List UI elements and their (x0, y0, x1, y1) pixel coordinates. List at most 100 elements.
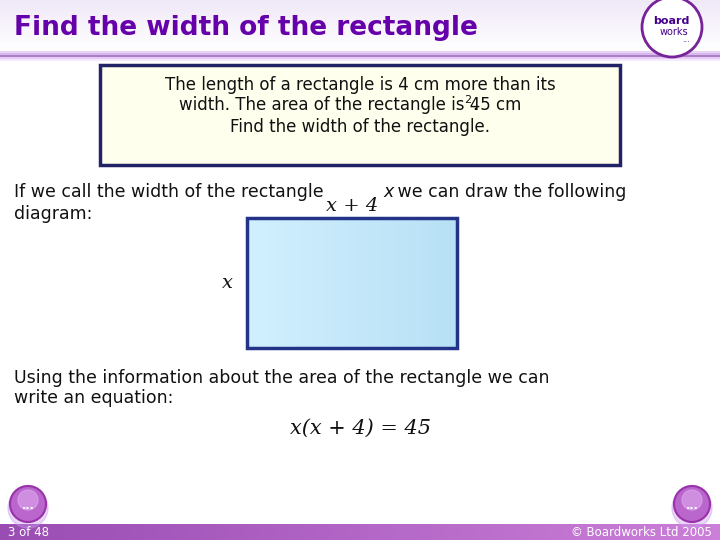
Bar (0, 38, 720, 39)
Bar (72, 524, 79, 540)
Text: The length of a rectangle is 4 cm more than its: The length of a rectangle is 4 cm more t… (165, 76, 555, 94)
Text: width. The area of the rectangle is 45 cm: width. The area of the rectangle is 45 c… (179, 96, 521, 114)
Bar (0, 15, 720, 16)
Bar (619, 524, 626, 540)
Bar (504, 524, 511, 540)
Bar (353, 524, 360, 540)
Bar (0, 17, 720, 18)
Bar (605, 524, 612, 540)
Bar (317, 524, 324, 540)
Bar (202, 524, 209, 540)
Bar (540, 524, 547, 540)
Bar (0, 25, 720, 26)
Bar (245, 524, 252, 540)
Bar (36, 524, 43, 540)
Bar (281, 524, 288, 540)
Bar (0, 29, 720, 30)
Text: x + 4: x + 4 (326, 197, 378, 215)
Bar (122, 524, 130, 540)
Bar (144, 524, 151, 540)
Text: © Boardworks Ltd 2005: © Boardworks Ltd 2005 (571, 525, 712, 538)
Bar (0, 28, 720, 29)
Bar (0, 44, 720, 45)
Text: x: x (383, 183, 393, 201)
Bar (0, 13, 720, 14)
Bar (180, 524, 187, 540)
Bar (0, 16, 720, 17)
Circle shape (642, 0, 702, 57)
Bar (490, 524, 497, 540)
Bar (0, 6, 720, 7)
Bar (468, 524, 475, 540)
Text: .: . (472, 96, 477, 114)
Circle shape (682, 490, 702, 510)
Bar (101, 524, 108, 540)
Bar (216, 524, 223, 540)
Bar (583, 524, 590, 540)
Bar (7, 524, 14, 540)
Text: we can draw the following: we can draw the following (392, 183, 626, 201)
Bar (331, 524, 338, 540)
Bar (338, 524, 346, 540)
Bar (670, 524, 677, 540)
Bar (547, 524, 554, 540)
Bar (14, 524, 22, 540)
Bar (432, 524, 439, 540)
Text: 3 of 48: 3 of 48 (8, 525, 49, 538)
Bar (0, 21, 720, 22)
Bar (425, 524, 432, 540)
Bar (79, 524, 86, 540)
Text: works: works (660, 27, 688, 37)
Bar (396, 524, 403, 540)
Bar (648, 524, 655, 540)
Bar (324, 524, 331, 540)
Bar (266, 524, 274, 540)
Bar (569, 524, 576, 540)
Bar (259, 524, 266, 540)
Bar (0, 7, 720, 8)
Bar (0, 33, 720, 34)
Bar (274, 524, 281, 540)
Bar (403, 524, 410, 540)
Bar (94, 524, 101, 540)
Bar (0, 47, 720, 48)
Bar (0, 27, 720, 28)
Text: write an equation:: write an equation: (14, 389, 174, 407)
Bar (187, 524, 194, 540)
Text: 2: 2 (464, 95, 472, 105)
Bar (641, 524, 648, 540)
Bar (0, 19, 720, 20)
Bar (115, 524, 122, 540)
Bar (0, 5, 720, 6)
Bar (302, 524, 310, 540)
Text: Find the width of the rectangle: Find the width of the rectangle (14, 15, 478, 41)
Bar (137, 524, 144, 540)
Bar (130, 524, 137, 540)
Bar (698, 524, 706, 540)
Bar (389, 524, 396, 540)
Bar (374, 524, 382, 540)
Bar (288, 524, 295, 540)
Bar (209, 524, 216, 540)
Bar (482, 524, 490, 540)
Bar (0, 11, 720, 12)
Text: ...: ... (685, 501, 698, 511)
Bar (0, 22, 720, 23)
Bar (230, 524, 238, 540)
Bar (247, 218, 457, 348)
Circle shape (674, 486, 710, 522)
Bar (706, 524, 713, 540)
Text: x(x + 4) = 45: x(x + 4) = 45 (289, 418, 431, 437)
Bar (461, 524, 468, 540)
Bar (0, 40, 720, 41)
Bar (526, 524, 533, 540)
Bar (0, 2, 720, 3)
Bar (252, 524, 259, 540)
Bar (446, 524, 454, 540)
Bar (677, 524, 684, 540)
Text: Find the width of the rectangle.: Find the width of the rectangle. (230, 118, 490, 136)
Bar (0, 46, 720, 47)
Bar (713, 524, 720, 540)
Bar (0, 20, 720, 21)
Text: ...: ... (682, 35, 690, 44)
